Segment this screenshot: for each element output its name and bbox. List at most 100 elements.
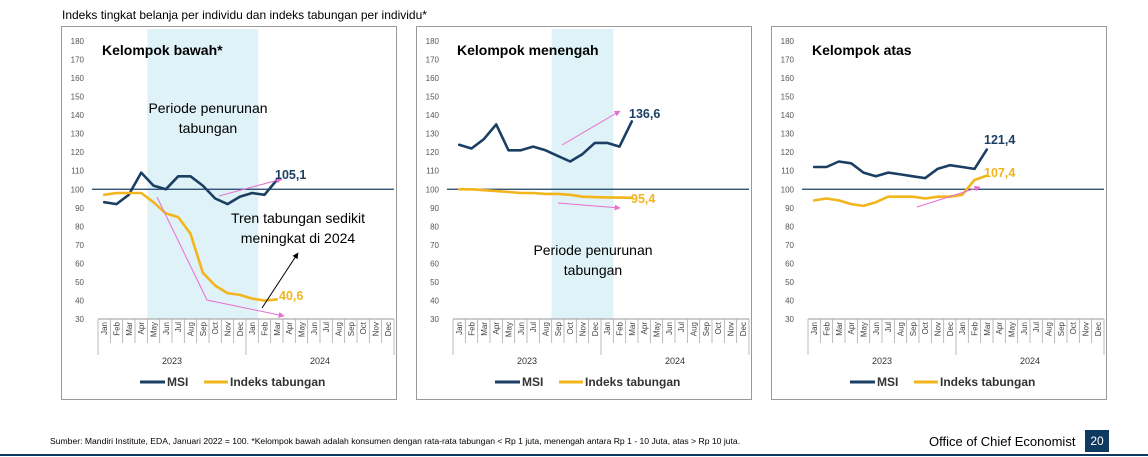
- highlight-arrow: [557, 202, 621, 211]
- series-line-msi: [812, 148, 989, 180]
- y-tick-label: 80: [75, 222, 84, 231]
- y-tick-label: 170: [426, 56, 440, 65]
- chart-annotation: meningkat di 2024: [241, 230, 356, 246]
- y-tick-label: 100: [426, 185, 440, 194]
- y-tick-label: 50: [430, 278, 439, 287]
- x-tick-label: Jun: [665, 322, 674, 335]
- year-label: 2024: [665, 356, 685, 366]
- x-tick-label: Apr: [492, 322, 501, 335]
- x-tick-label: Sep: [347, 321, 356, 336]
- year-label: 2024: [310, 356, 330, 366]
- y-tick-label: 50: [785, 278, 794, 287]
- y-tick-label: 170: [781, 56, 795, 65]
- x-tick-label: Nov: [224, 322, 233, 336]
- y-tick-label: 70: [785, 241, 794, 250]
- x-tick-label: Jun: [872, 322, 881, 335]
- y-tick-label: 150: [781, 93, 795, 102]
- x-tick-label: Jul: [884, 322, 893, 332]
- y-tick-label: 110: [71, 167, 84, 176]
- x-tick-label: May: [298, 322, 307, 337]
- x-tick-label: Sep: [909, 321, 918, 336]
- chart-panel-kelompok-menengah: 30 40 50 60 70 80 90 100 110 120 130 140 150 160 170 18…: [416, 26, 752, 400]
- bottom-divider: [0, 454, 1148, 456]
- y-tick-label: 150: [426, 93, 440, 102]
- x-tick-label: Oct: [1069, 321, 1078, 334]
- shaded-period: [147, 29, 259, 319]
- x-tick-label: Mar: [628, 322, 637, 336]
- chart-annotation: Tren tabungan sedikit: [231, 210, 365, 226]
- x-tick-label: Nov: [579, 322, 588, 336]
- chart-kelompok-menengah: 30 40 50 60 70 80 90 100 110 120 130 140 150 160 170 18…: [426, 29, 750, 389]
- x-tick-label: Dec: [236, 322, 245, 336]
- y-tick-label: 140: [426, 111, 440, 120]
- x-tick-label: Sep: [702, 321, 711, 336]
- x-tick-label: Sep: [199, 321, 208, 336]
- y-tick-label: 180: [781, 37, 795, 46]
- x-tick-label: Dec: [384, 322, 393, 336]
- x-tick-label: Aug: [542, 322, 551, 336]
- x-tick-label: Jan: [455, 322, 464, 335]
- y-tick-label: 160: [71, 74, 85, 83]
- page-title: Indeks tingkat belanja per individu dan …: [62, 8, 427, 22]
- x-tick-label: Jul: [322, 322, 331, 332]
- x-tick-label: Jun: [517, 322, 526, 335]
- y-tick-label: 40: [430, 296, 439, 305]
- y-tick-label: 80: [785, 222, 794, 231]
- x-tick-label: Nov: [934, 322, 943, 336]
- y-tick-label: 120: [781, 148, 795, 157]
- x-tick-label: Apr: [137, 322, 146, 335]
- x-tick-label: May: [150, 322, 159, 337]
- y-tick-label: 60: [75, 259, 84, 268]
- series-line-indeks-tabungan: [457, 188, 634, 200]
- x-tick-label: May: [860, 322, 869, 337]
- y-tick-label: 170: [71, 56, 85, 65]
- x-tick-label: Aug: [897, 322, 906, 336]
- y-tick-label: 160: [781, 74, 795, 83]
- y-tick-label: 150: [71, 93, 85, 102]
- chart-annotation: 107,4: [984, 166, 1015, 180]
- y-tick-label: 60: [785, 259, 794, 268]
- x-tick-label: Jul: [677, 322, 686, 332]
- x-tick-label: Jan: [248, 322, 257, 335]
- legend-label-indeks-tabungan: Indeks tabungan: [230, 375, 325, 389]
- chart-title: Kelompok menengah: [457, 42, 599, 58]
- chart-annotation: 105,1: [275, 168, 306, 182]
- x-tick-label: May: [505, 322, 514, 337]
- y-tick-label: 110: [426, 167, 439, 176]
- x-tick-label: Feb: [113, 321, 122, 335]
- x-tick-label: Oct: [211, 321, 220, 334]
- x-tick-label: Jan: [810, 322, 819, 335]
- chart-annotation: tabungan: [564, 262, 622, 278]
- legend-label-msi: MSI: [167, 375, 188, 389]
- y-tick-label: 30: [785, 315, 794, 324]
- x-tick-label: Mar: [273, 322, 282, 336]
- chart-annotation: Periode penurunan: [148, 100, 267, 116]
- year-label: 2023: [162, 356, 182, 366]
- legend-label-indeks-tabungan: Indeks tabungan: [940, 375, 1035, 389]
- y-tick-label: 120: [426, 148, 440, 157]
- chart-annotation: Periode penurunan: [533, 242, 652, 258]
- y-tick-label: 110: [781, 167, 794, 176]
- x-tick-label: Feb: [823, 321, 832, 335]
- year-label: 2023: [517, 356, 537, 366]
- highlight-arrow: [561, 110, 621, 146]
- chart-title: Kelompok bawah*: [102, 42, 223, 58]
- chart-annotation: 136,6: [629, 107, 660, 121]
- chart-annotation: 95,4: [631, 192, 655, 206]
- x-tick-label: Nov: [1082, 322, 1091, 336]
- chart-annotation: 40,6: [279, 289, 303, 303]
- x-tick-label: Mar: [835, 322, 844, 336]
- x-tick-label: Feb: [971, 321, 980, 335]
- chart-kelompok-atas: 30 40 50 60 70 80 90 100 110 120 130 140 150 160 170 18…: [781, 37, 1105, 389]
- x-tick-label: Jul: [174, 322, 183, 332]
- y-tick-label: 180: [426, 37, 440, 46]
- x-tick-label: Apr: [847, 322, 856, 335]
- series-line-msi: [102, 171, 279, 206]
- x-tick-label: Jul: [529, 322, 538, 332]
- source-note: Sumber: Mandiri Institute, EDA, Januari …: [50, 436, 741, 446]
- x-tick-label: Nov: [727, 322, 736, 336]
- x-tick-label: Apr: [995, 322, 1004, 335]
- highlight-arrow: [916, 185, 981, 208]
- y-tick-label: 70: [430, 241, 439, 250]
- y-tick-label: 90: [785, 204, 794, 213]
